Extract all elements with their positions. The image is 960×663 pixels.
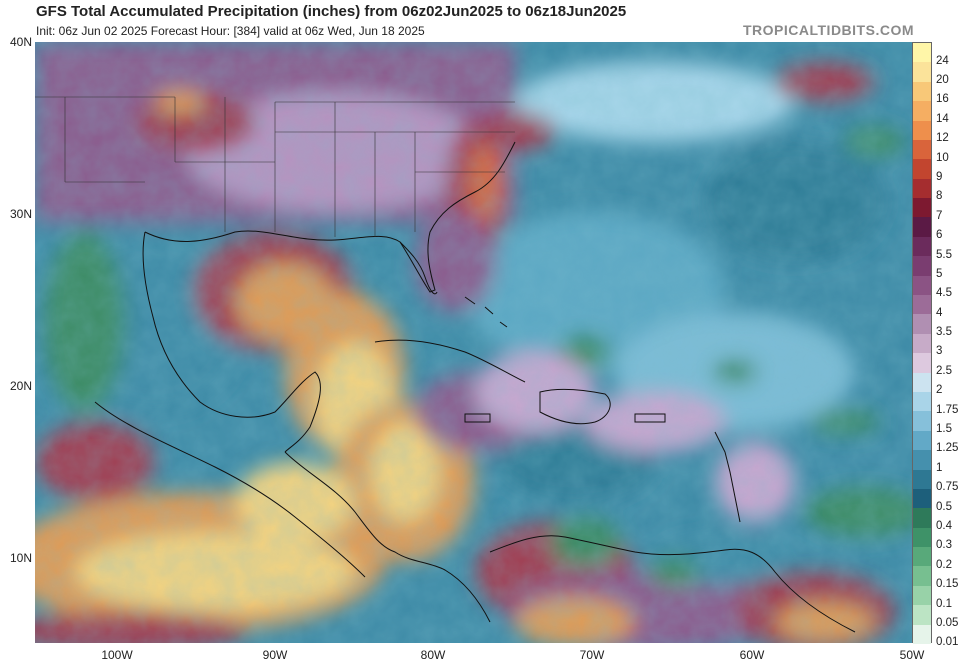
colorbar-segment [913,547,931,567]
colorbar-label: 7 [936,209,943,222]
colorbar-label: 8 [936,190,943,203]
colorbar [912,42,932,645]
colorbar-label: 1.75 [936,403,959,416]
gulf-coast [144,141,516,293]
colorbar-label: 1.25 [936,442,959,455]
cuba [374,339,526,383]
colorbar-segment [913,527,931,548]
map-subtitle: Init: 06z Jun 02 2025 Forecast Hour: [38… [36,24,425,38]
colorbar-segment [913,469,931,490]
colorbar-label: 16 [936,93,949,106]
state-borders [35,96,515,237]
lat-label: 20N [9,379,32,393]
colorbar-label: 9 [936,170,943,183]
pacific-coast [94,401,366,578]
colorbar-segment [913,178,931,199]
colorbar-label: 3 [936,345,943,358]
colorbar-segment [913,430,931,451]
colorbar-segment [913,585,931,606]
texture-overlay [35,42,912,643]
colorbar-segment [913,120,931,141]
colorbar-segment [913,256,931,277]
lon-label: 80W [420,648,446,662]
site-watermark: TROPICALTIDBITS.COM [742,22,914,38]
hispaniola [539,388,611,425]
colorbar-label: 0.01 [936,636,959,649]
colorbar-segment [913,101,931,122]
colorbar-label: 6 [936,229,943,242]
colorbar-segment [913,372,931,393]
colorbar-label: 1 [936,461,943,474]
colorbar-segment [913,411,931,432]
colorbar-label: 2 [936,384,943,397]
colorbar-label: 4.5 [936,287,952,300]
colorbar-segment [913,81,931,102]
colorbar-label: 0.75 [936,481,959,494]
colorbar-segment [913,566,931,587]
lon-label: 50W [899,648,925,662]
colorbar-segment [913,139,931,160]
precipitation-field [35,42,912,643]
colorbar-label: 4 [936,306,943,319]
colorbar-segment [913,62,931,83]
central-america-coast [284,451,491,623]
map-title: GFS Total Accumulated Precipitation (inc… [36,3,627,20]
colorbar-segment [913,217,931,238]
lat-label: 40N [9,35,32,49]
colorbar-segment [913,236,931,257]
colorbar-label: 0.5 [936,500,952,513]
colorbar-label: 5 [936,267,943,280]
florida [399,241,438,295]
south-america-coast [489,535,856,633]
colorbar-segment [913,624,931,645]
colorbar-label: 1.5 [936,423,952,436]
colorbar-segment [913,605,931,626]
jamaica [464,413,491,423]
colorbar-label: 0.4 [936,519,952,532]
colorbar-label: 5.5 [936,248,952,261]
coastlines [94,141,856,633]
colorbar-label: 20 [936,74,949,87]
colorbar-segment [913,353,931,374]
colorbar-label: 0.2 [936,558,952,571]
colorbar-segment [913,275,931,296]
colorbar-label: 12 [936,132,949,145]
colorbar-label: 3.5 [936,326,952,339]
colorbar-segment [913,488,931,509]
lat-label: 30N [9,207,32,221]
colorbar-label: 0.15 [936,578,959,591]
lon-label: 70W [579,648,605,662]
colorbar-segment [913,159,931,180]
lon-label: 90W [262,648,288,662]
colorbar-label: 24 [936,54,949,67]
colorbar-label: 0.05 [936,616,959,629]
colorbar-label: 0.1 [936,597,952,610]
colorbar-segment [913,314,931,335]
lesser-antilles [714,431,741,523]
colorbar-label: 0.3 [936,539,952,552]
colorbar-segment [913,333,931,354]
colorbar-segment [913,198,931,218]
colorbar-label: 14 [936,112,949,125]
colorbar-label: 10 [936,151,949,164]
precipitation-map [35,42,912,643]
bahamas [464,296,508,328]
lon-label: 100W [101,648,133,662]
colorbar-segment [913,295,931,315]
puerto-rico [634,413,666,423]
colorbar-label: 2.5 [936,364,952,377]
colorbar-segment [913,391,931,412]
lat-label: 10N [9,551,32,565]
mexico-coast [142,231,321,453]
colorbar-segment [913,508,931,529]
colorbar-segment [913,43,931,63]
colorbar-segment [913,450,931,470]
lon-label: 60W [739,648,765,662]
